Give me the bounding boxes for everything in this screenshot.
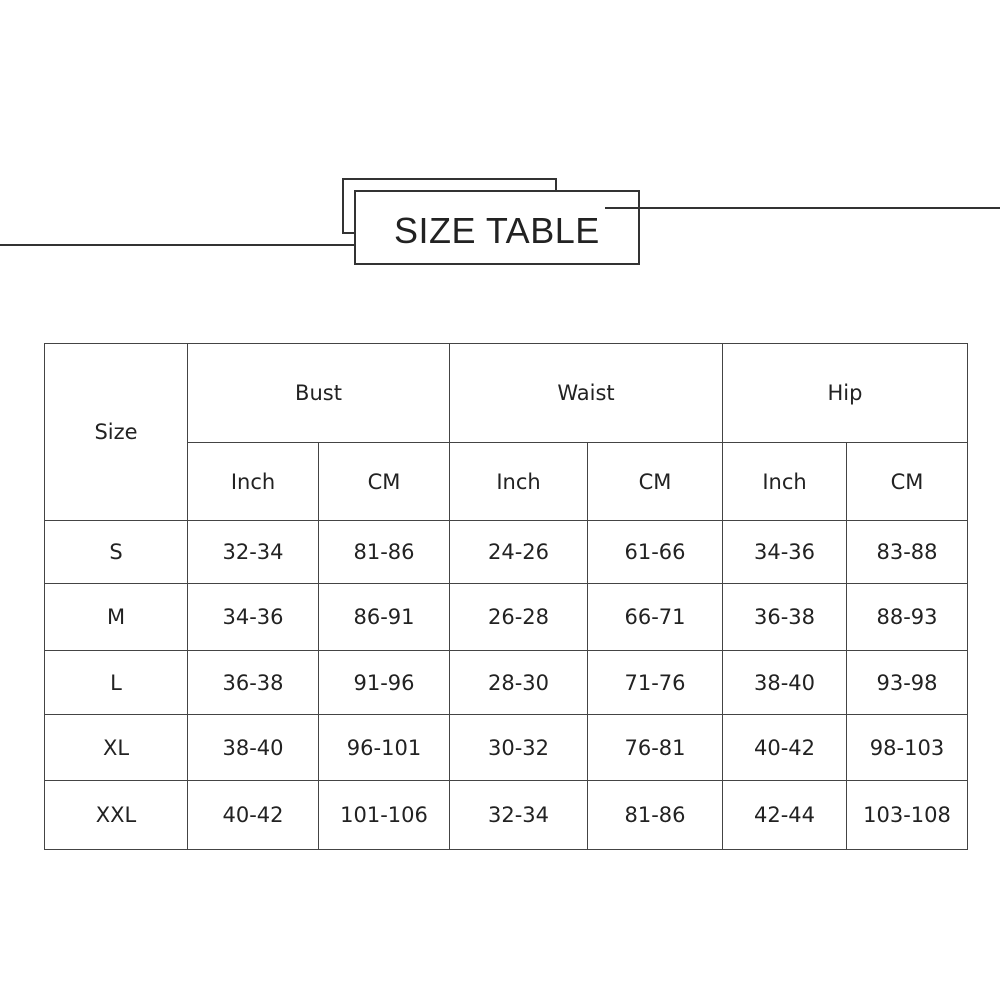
measurement-cell: 40-42 (187, 780, 319, 850)
right-divider-line (605, 207, 1000, 209)
measurement-cell: 71-76 (587, 650, 723, 715)
table-row: M 34-36 86-91 26-28 66-71 36-38 88-93 (44, 583, 968, 651)
left-divider-line (0, 244, 392, 246)
measurement-cell: 42-44 (722, 780, 847, 850)
measurement-cell: 36-38 (187, 650, 319, 715)
unit-header: CM (587, 442, 723, 521)
measurement-cell: 32-34 (187, 520, 319, 584)
unit-header: CM (846, 442, 968, 521)
unit-header: Inch (449, 442, 588, 521)
size-cell: XL (44, 714, 188, 781)
group-header-hip: Hip (722, 343, 968, 443)
measurement-cell: 61-66 (587, 520, 723, 584)
unit-header: CM (318, 442, 450, 521)
measurement-cell: 98-103 (846, 714, 968, 781)
measurement-cell: 76-81 (587, 714, 723, 781)
measurement-cell: 91-96 (318, 650, 450, 715)
measurement-cell: 38-40 (187, 714, 319, 781)
title-frame: SIZE TABLE (354, 190, 640, 265)
measurement-cell: 30-32 (449, 714, 588, 781)
measurement-cell: 83-88 (846, 520, 968, 584)
size-header: Size (44, 343, 188, 521)
measurement-cell: 88-93 (846, 583, 968, 651)
measurement-cell: 86-91 (318, 583, 450, 651)
table-row: XXL 40-42 101-106 32-34 81-86 42-44 103-108 (44, 780, 968, 850)
page-title: SIZE TABLE (394, 210, 600, 251)
size-cell: L (44, 650, 188, 715)
table-row: S 32-34 81-86 24-26 61-66 34-36 83-88 (44, 520, 968, 584)
measurement-cell: 34-36 (722, 520, 847, 584)
measurement-cell: 34-36 (187, 583, 319, 651)
size-cell: XXL (44, 780, 188, 850)
measurement-cell: 103-108 (846, 780, 968, 850)
measurement-cell: 66-71 (587, 583, 723, 651)
measurement-cell: 28-30 (449, 650, 588, 715)
size-table: Size Bust Waist Hip Inch CM Inch CM Inch CM S… (44, 343, 968, 850)
unit-header: Inch (722, 442, 847, 521)
group-header-waist: Waist (449, 343, 723, 443)
measurement-cell: 38-40 (722, 650, 847, 715)
unit-header: Inch (187, 442, 319, 521)
measurement-cell: 93-98 (846, 650, 968, 715)
measurement-cell: 81-86 (318, 520, 450, 584)
measurement-cell: 40-42 (722, 714, 847, 781)
measurement-cell: 81-86 (587, 780, 723, 850)
table-row: XL 38-40 96-101 30-32 76-81 40-42 98-103 (44, 714, 968, 781)
group-header-bust: Bust (187, 343, 450, 443)
measurement-cell: 96-101 (318, 714, 450, 781)
measurement-cell: 36-38 (722, 583, 847, 651)
measurement-cell: 26-28 (449, 583, 588, 651)
measurement-cell: 32-34 (449, 780, 588, 850)
size-cell: S (44, 520, 188, 584)
table-row: L 36-38 91-96 28-30 71-76 38-40 93-98 (44, 650, 968, 715)
measurement-cell: 101-106 (318, 780, 450, 850)
size-cell: M (44, 583, 188, 651)
measurement-cell: 24-26 (449, 520, 588, 584)
